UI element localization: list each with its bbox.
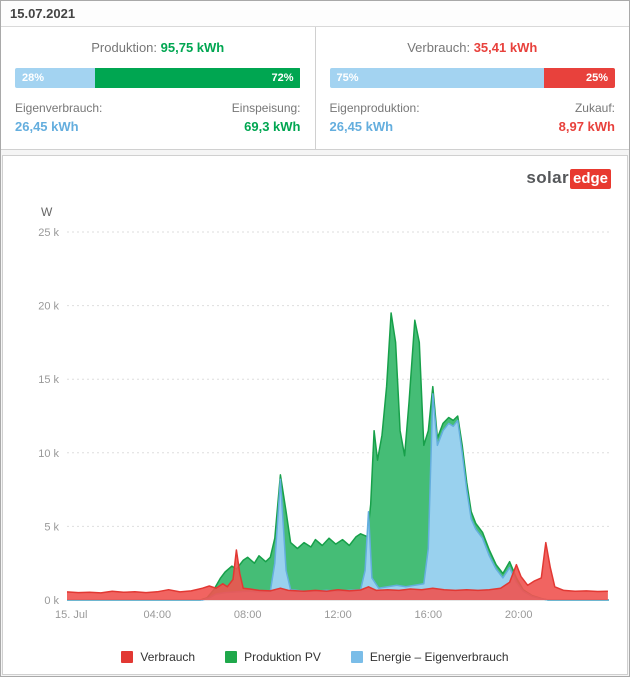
consumption-panel: Verbrauch: 35,41 kWh 75% 25% Eigenproduk… — [314, 27, 630, 149]
self-production-value: 26,45 kWh — [329, 119, 394, 134]
svg-text:16:00: 16:00 — [415, 609, 443, 621]
production-export-segment: 72% — [94, 68, 301, 88]
consumption-stats: Eigenproduktion: 26,45 kWh Zukauf: 8,97 … — [330, 101, 616, 134]
legend-swatch-produktion-pv — [225, 651, 238, 663]
consumption-import-pct: 25% — [585, 72, 608, 84]
consumption-self-production-pct: 75% — [336, 72, 359, 84]
consumption-title: Verbrauch: 35,41 kWh — [330, 40, 616, 55]
consumption-title-value: 35,41 kWh — [473, 40, 538, 55]
self-consumption-value: 26,45 kWh — [15, 119, 79, 134]
production-panel: Produktion: 95,75 kWh 28% 72% Eigenverbr… — [1, 27, 315, 149]
svg-text:12:00: 12:00 — [324, 609, 352, 621]
date-header: 15.07.2021 — [1, 1, 629, 27]
import-label: Zukauf: — [574, 101, 615, 115]
logo-solar-text: solar — [526, 168, 569, 187]
chart-svg: 0 k 5 k 10 k 15 k 20 k 25 k W 15. Jul 04:00 08:00… — [38, 205, 609, 621]
production-stats: Eigenverbrauch: 26,45 kWh Einspeisung: 6… — [15, 101, 301, 134]
consumption-import-segment: 25% — [543, 68, 615, 88]
production-self-consumption-pct: 28% — [22, 72, 45, 84]
svg-text:20 k: 20 k — [38, 301, 59, 313]
summary-panels: Produktion: 95,75 kWh 28% 72% Eigenverbr… — [1, 27, 629, 150]
legend-label-verbrauch: Verbrauch — [140, 650, 196, 664]
legend-swatch-verbrauch — [121, 651, 134, 663]
legend-label-energie-eigenverbrauch: Energie – Eigenverbrauch — [369, 650, 509, 664]
svg-text:15. Jul: 15. Jul — [55, 609, 87, 621]
svg-text:25 k: 25 k — [38, 227, 59, 239]
import-stat: Zukauf: 8,97 kWh — [559, 101, 615, 134]
legend-item-produktion-pv[interactable]: Produktion PV — [225, 650, 321, 664]
self-production-stat: Eigenproduktion: 26,45 kWh — [330, 101, 420, 134]
production-export-pct: 72% — [271, 72, 294, 84]
solaredge-logo: solar edge — [11, 164, 619, 190]
chart-legend: Verbrauch Produktion PV Energie – Eigenver… — [11, 650, 619, 664]
legend-label-produktion-pv: Produktion PV — [244, 650, 321, 664]
export-label: Einspeisung: — [231, 101, 301, 115]
svg-text:20:00: 20:00 — [505, 609, 533, 621]
svg-text:5 k: 5 k — [44, 521, 59, 533]
production-title-value: 95,75 kWh — [160, 40, 225, 55]
self-consumption-label: Eigenverbrauch: — [15, 101, 103, 115]
chart-panel: solar edge 0 k 5 k 10 k 15 k 20 k 25 k W 15. Jul… — [2, 155, 628, 675]
consumption-self-production-segment: 75% — [329, 68, 544, 88]
legend-item-verbrauch[interactable]: Verbrauch — [121, 650, 195, 664]
consumption-title-label: Verbrauch: — [407, 40, 471, 55]
self-production-label: Eigenproduktion: — [329, 101, 420, 115]
svg-text:04:00: 04:00 — [144, 609, 172, 621]
svg-text:15 k: 15 k — [38, 374, 59, 386]
logo-edge-badge: edge — [569, 169, 611, 189]
production-title-label: Produktion: — [91, 40, 158, 55]
consumption-ratio-bar: 75% 25% — [329, 68, 615, 88]
production-title: Produktion: 95,75 kWh — [15, 40, 301, 55]
import-value: 8,97 kWh — [558, 119, 615, 134]
svg-text:08:00: 08:00 — [234, 609, 262, 621]
production-ratio-bar: 28% 72% — [15, 68, 301, 88]
svg-text:W: W — [41, 205, 53, 219]
svg-text:0 k: 0 k — [44, 595, 59, 607]
svg-text:10 k: 10 k — [38, 448, 59, 460]
production-self-consumption-segment: 28% — [15, 68, 95, 88]
legend-swatch-energie-eigenverbrauch — [350, 651, 363, 663]
export-stat: Einspeisung: 69,3 kWh — [232, 101, 301, 134]
legend-item-energie-eigenverbrauch[interactable]: Energie – Eigenverbrauch — [350, 650, 509, 664]
self-consumption-stat: Eigenverbrauch: 26,45 kWh — [15, 101, 102, 134]
export-value: 69,3 kWh — [244, 119, 301, 134]
